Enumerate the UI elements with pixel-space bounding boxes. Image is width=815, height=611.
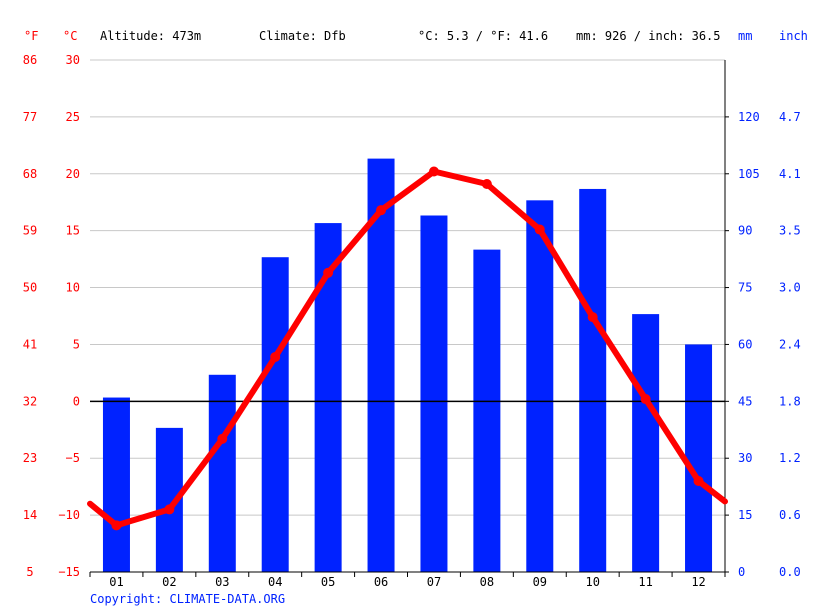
altitude-label: Altitude: 473m: [100, 29, 201, 43]
mm-unit-label: mm: [738, 29, 752, 43]
fahrenheit-tick-label: 23: [23, 451, 37, 465]
month-label-07: 07: [427, 575, 441, 589]
celsius-tick-label: 30: [66, 53, 80, 67]
mm-tick-label: 15: [738, 508, 752, 522]
climate-label: Climate: Dfb: [259, 29, 346, 43]
celsius-tick-label: 10: [66, 281, 80, 295]
temperature-point-05: [323, 267, 334, 278]
inch-tick-label: 1.8: [779, 394, 801, 408]
month-label-09: 09: [533, 575, 547, 589]
inch-unit-label: inch: [779, 29, 808, 43]
inch-tick-label: 0.0: [779, 565, 801, 579]
precipitation-bar-03: [208, 374, 236, 572]
inch-tick-label: 3.5: [779, 224, 801, 238]
precipitation-bar-01: [102, 397, 130, 572]
mm-tick-label: 30: [738, 451, 752, 465]
month-label-05: 05: [321, 575, 335, 589]
month-label-12: 12: [691, 575, 705, 589]
temperature-point-11: [640, 394, 651, 405]
precipitation-bar-11: [632, 314, 660, 572]
inch-tick-label: 2.4: [779, 337, 801, 351]
inch-tick-label: 4.1: [779, 167, 801, 181]
temperature-line: [87, 166, 728, 531]
mm-tick-label: 120: [738, 110, 760, 124]
precipitation-bar-05: [314, 223, 342, 572]
precipitation-total-label: mm: 926 / inch: 36.5: [576, 29, 721, 43]
month-label-03: 03: [215, 575, 229, 589]
temperature-point-03: [217, 433, 228, 444]
precipitation-bar-08: [473, 249, 501, 572]
copyright-text: Copyright: CLIMATE-DATA.ORG: [90, 592, 285, 606]
mm-tick-label: 45: [738, 394, 752, 408]
axes: [89, 60, 729, 577]
mm-tick-label: 60: [738, 337, 752, 351]
precipitation-bar-12: [685, 344, 713, 572]
inch-tick-label: 0.6: [779, 508, 801, 522]
temperature-point-06: [376, 205, 387, 216]
month-label-01: 01: [109, 575, 123, 589]
celsius-tick-label: 20: [66, 167, 80, 181]
precipitation-bar-10: [579, 188, 607, 572]
precipitation-bar-04: [261, 257, 289, 572]
month-label-08: 08: [480, 575, 494, 589]
mm-tick-label: 105: [738, 167, 760, 181]
fahrenheit-tick-label: 14: [23, 508, 37, 522]
month-label-06: 06: [374, 575, 388, 589]
mm-tick-label: 90: [738, 224, 752, 238]
inch-tick-label: 3.0: [779, 281, 801, 295]
month-label-11: 11: [638, 575, 652, 589]
temperature-point-10: [587, 312, 598, 323]
month-label-04: 04: [268, 575, 282, 589]
temperature-point-08: [481, 179, 492, 190]
precipitation-bar-09: [526, 200, 554, 572]
celsius-tick-label: 5: [73, 337, 80, 351]
mm-tick-label: 0: [738, 565, 745, 579]
fahrenheit-tick-label: 68: [23, 167, 37, 181]
fahrenheit-tick-label: 41: [23, 337, 37, 351]
temperature-point-12: [693, 475, 704, 486]
fahrenheit-tick-label: 77: [23, 110, 37, 124]
temperature-line-path: [87, 168, 728, 529]
temperature-point-09: [534, 224, 545, 235]
inch-tick-label: 4.7: [779, 110, 801, 124]
fahrenheit-tick-label: 32: [23, 394, 37, 408]
precipitation-bar-06: [367, 158, 395, 572]
mm-tick-label: 75: [738, 281, 752, 295]
precipitation-bar-07: [420, 215, 448, 573]
fahrenheit-tick-label: 86: [23, 53, 37, 67]
fahrenheit-tick-label: 59: [23, 224, 37, 238]
celsius-tick-label: 25: [66, 110, 80, 124]
gridlines: [90, 59, 725, 516]
month-label-10: 10: [585, 575, 599, 589]
celsius-tick-label: 15: [66, 224, 80, 238]
precipitation-bars: [102, 158, 713, 573]
fahrenheit-tick-label: 5: [26, 565, 33, 579]
celsius-tick-label: −15: [58, 565, 80, 579]
temperature-point-01: [111, 520, 122, 531]
temperature-point-04: [270, 351, 281, 362]
inch-tick-label: 1.2: [779, 451, 801, 465]
celsius-tick-label: −10: [58, 508, 80, 522]
celsius-tick-label: 0: [73, 394, 80, 408]
temperature-point-07: [428, 166, 439, 177]
temperature-average-label: °C: 5.3 / °F: 41.6: [418, 29, 548, 43]
celsius-unit-label: °C: [63, 29, 77, 43]
month-label-02: 02: [162, 575, 176, 589]
fahrenheit-tick-label: 50: [23, 281, 37, 295]
fahrenheit-unit-label: °F: [24, 29, 38, 43]
celsius-tick-label: −5: [66, 451, 80, 465]
temperature-point-02: [164, 504, 175, 515]
